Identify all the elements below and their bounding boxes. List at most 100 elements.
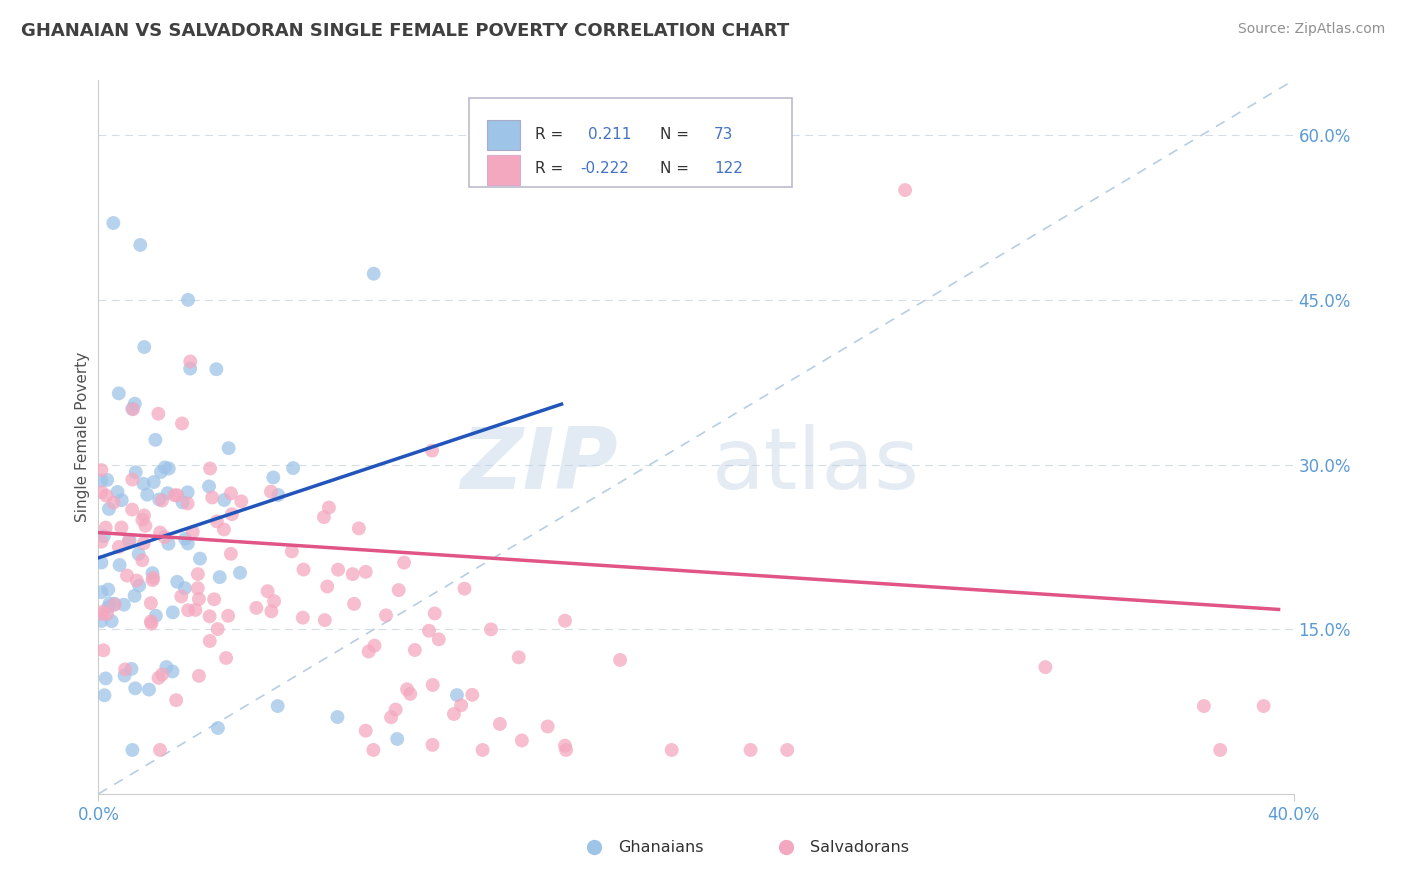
Point xyxy=(124,397,146,411)
Point xyxy=(97,600,120,615)
Point xyxy=(221,507,243,521)
Point xyxy=(91,605,114,619)
Point xyxy=(163,488,186,502)
Point xyxy=(446,688,468,702)
Point xyxy=(263,594,285,608)
Point xyxy=(128,579,150,593)
Point xyxy=(93,643,115,657)
Point xyxy=(479,623,502,637)
Point xyxy=(90,585,112,599)
Point xyxy=(461,688,484,702)
Point xyxy=(125,465,148,479)
Point xyxy=(111,493,134,508)
Point xyxy=(471,743,494,757)
Text: GHANAIAN VS SALVADORAN SINGLE FEMALE POVERTY CORRELATION CHART: GHANAIAN VS SALVADORAN SINGLE FEMALE POV… xyxy=(21,22,789,40)
Point xyxy=(118,533,141,548)
Point xyxy=(231,494,253,508)
Point xyxy=(124,589,146,603)
Point xyxy=(149,525,172,540)
Point xyxy=(385,731,409,746)
Point xyxy=(380,710,402,724)
Text: ZIP: ZIP xyxy=(461,424,619,508)
Point xyxy=(207,622,229,636)
Point xyxy=(388,583,411,598)
Point xyxy=(291,610,314,624)
Point xyxy=(776,743,799,757)
Point xyxy=(281,461,304,475)
Point xyxy=(98,596,121,610)
Text: N =: N = xyxy=(661,161,689,177)
Point xyxy=(260,604,283,618)
Point xyxy=(357,644,380,658)
Point xyxy=(166,488,188,502)
Point xyxy=(318,500,340,515)
Point xyxy=(343,597,366,611)
Point xyxy=(187,567,209,582)
FancyBboxPatch shape xyxy=(470,98,792,187)
Point xyxy=(121,473,143,487)
Y-axis label: Single Female Poverty: Single Female Poverty xyxy=(75,352,90,522)
Point xyxy=(217,608,239,623)
Point xyxy=(150,667,173,681)
Point xyxy=(103,598,125,612)
Point xyxy=(108,540,131,554)
Point xyxy=(176,485,198,500)
Point xyxy=(155,660,177,674)
Point xyxy=(145,608,167,623)
Text: 0.211: 0.211 xyxy=(589,127,631,142)
Point xyxy=(187,592,209,607)
Point xyxy=(609,653,631,667)
Point xyxy=(262,470,284,484)
Point xyxy=(188,669,211,683)
Point xyxy=(396,682,419,697)
Point xyxy=(181,524,204,539)
Point xyxy=(100,614,122,628)
Point xyxy=(208,570,231,584)
Point xyxy=(114,668,136,682)
Point xyxy=(156,486,179,500)
Text: atlas: atlas xyxy=(711,424,920,508)
Point xyxy=(112,598,135,612)
Point xyxy=(122,402,145,417)
Point xyxy=(1209,743,1232,757)
Point xyxy=(114,662,136,676)
Text: R =: R = xyxy=(534,127,562,142)
Point xyxy=(121,401,143,416)
Point xyxy=(136,488,159,502)
Point xyxy=(153,460,176,475)
Point xyxy=(145,433,167,447)
Point xyxy=(219,486,242,500)
Point xyxy=(510,733,533,747)
Point xyxy=(256,584,278,599)
Point xyxy=(142,573,165,587)
Point xyxy=(245,600,267,615)
Point xyxy=(166,574,188,589)
Point xyxy=(179,354,201,368)
Point xyxy=(107,485,129,500)
Point xyxy=(162,665,184,679)
Point xyxy=(202,592,225,607)
Point xyxy=(90,556,112,570)
Point xyxy=(94,520,117,534)
Point xyxy=(399,687,422,701)
Point xyxy=(205,514,228,528)
Point xyxy=(443,706,465,721)
Point xyxy=(555,743,578,757)
Point xyxy=(423,607,446,621)
Point xyxy=(93,529,115,543)
Point xyxy=(347,521,370,535)
Point xyxy=(537,719,560,733)
Point xyxy=(132,476,155,491)
Text: Salvadorans: Salvadorans xyxy=(810,840,908,855)
Point xyxy=(554,739,576,753)
Point xyxy=(184,603,207,617)
Point xyxy=(214,493,236,508)
Point xyxy=(90,463,112,477)
Point xyxy=(149,743,172,757)
Point xyxy=(314,613,336,627)
Point xyxy=(363,743,385,757)
Point xyxy=(173,581,195,595)
Point xyxy=(312,510,335,524)
Point xyxy=(174,532,197,546)
Point xyxy=(326,563,349,577)
